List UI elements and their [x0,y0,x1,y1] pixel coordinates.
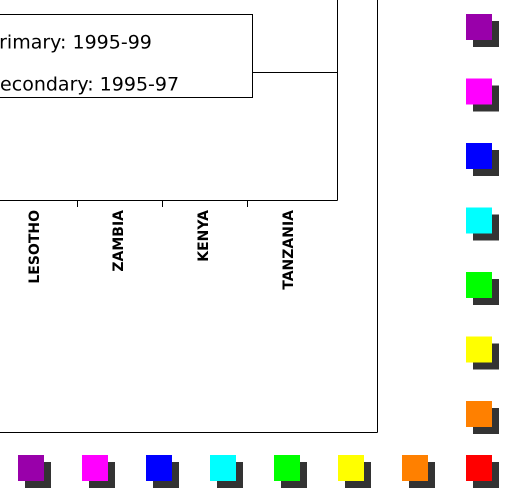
swatch [146,455,172,481]
swatch [466,272,492,298]
category-label: LESOTHO [27,210,43,284]
swatch [338,455,364,481]
swatch [466,336,492,363]
swatch [466,207,492,234]
category-label: ZAMBIA [111,210,127,272]
category-label: KENYA [196,210,212,262]
category-label: TANZANIA [281,210,297,290]
legend-entry: Secondary: 1995-97 [0,74,179,96]
swatch [210,455,236,481]
swatch [466,143,492,169]
legend-box [0,14,253,98]
color-swatches [18,14,499,488]
legend-entry: Primary: 1995-99 [0,32,152,54]
swatch [18,455,44,481]
swatch [402,455,428,481]
swatch [466,78,492,105]
swatch [466,14,492,40]
swatch [274,455,300,481]
swatch [466,401,492,427]
swatch [466,455,492,481]
swatch [82,455,108,481]
